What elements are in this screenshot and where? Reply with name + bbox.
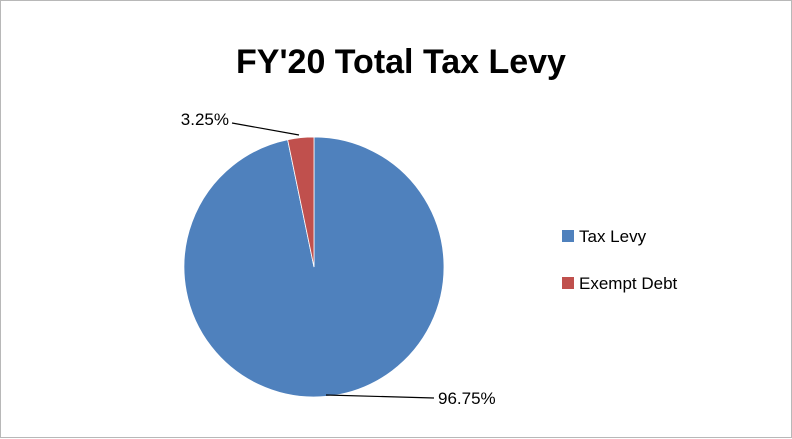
legend: Tax Levy Exempt Debt [562, 227, 678, 293]
leader-line-tax-levy [325, 394, 435, 399]
leader-line-exempt-debt [231, 122, 300, 136]
pie-slices [183, 136, 445, 398]
pie-slice-exempt-debt [287, 136, 315, 268]
legend-label-exempt-debt: Exempt Debt [579, 274, 678, 293]
legend-swatch-tax-levy [562, 230, 574, 242]
data-label-exempt-debt: 3.25% [181, 110, 229, 129]
data-label-tax-levy: 96.75% [438, 389, 496, 408]
leader-lines [231, 122, 435, 399]
legend-swatch-exempt-debt [562, 277, 574, 289]
chart-title: FY'20 Total Tax Levy [236, 43, 566, 81]
legend-label-tax-levy: Tax Levy [579, 227, 647, 246]
